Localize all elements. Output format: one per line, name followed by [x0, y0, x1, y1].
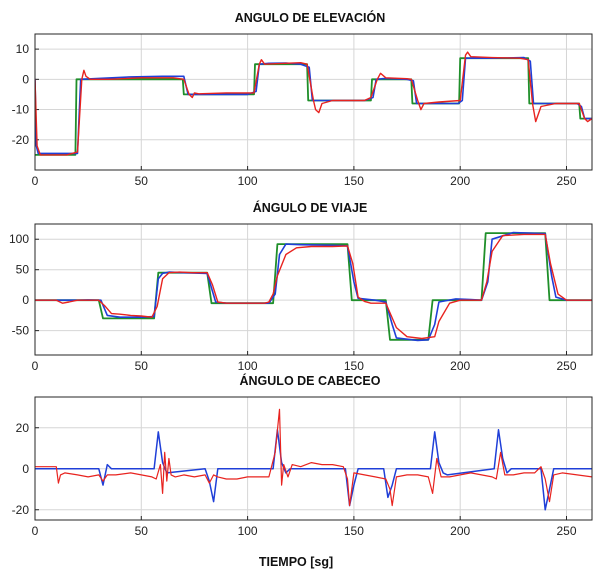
travel-x-tick-label: 250 — [556, 359, 576, 373]
travel-series-line-3 — [35, 233, 592, 340]
pitch-plot-area — [34, 396, 593, 521]
travel-x-tick-label: 100 — [238, 359, 258, 373]
pitch-y-tick-label: 20 — [16, 421, 30, 435]
elevation-x-tick-label: 250 — [556, 174, 576, 188]
pitch-y-tick-label: 0 — [22, 462, 29, 476]
pitch-y-tick-label: -20 — [12, 503, 30, 517]
pitch-series-line-1 — [35, 429, 592, 511]
travel-x-tick-label: 0 — [32, 359, 39, 373]
travel-y-tick-label: -50 — [12, 324, 30, 338]
elevation-y-tick-label: 0 — [22, 72, 29, 86]
elevation-chart: 0 50 100 150 200 250 -20 -10 0 10 — [12, 33, 593, 188]
pitch-x-tick-label: 200 — [450, 524, 470, 538]
pitch-series-line-2 — [35, 408, 592, 507]
elevation-y-tick-label: -20 — [12, 133, 30, 147]
elevation-x-tick-label: 100 — [238, 174, 258, 188]
elevation-y-tick-label: -10 — [12, 103, 30, 117]
travel-y-tick-label: 0 — [22, 293, 29, 307]
elevation-x-tick-label: 0 — [32, 174, 39, 188]
travel-y-tick-label: 100 — [9, 232, 29, 246]
travel-plot-border — [34, 223, 593, 356]
elevation-x-tick-label: 150 — [344, 174, 364, 188]
elevation-y-tick-label: 10 — [16, 42, 30, 56]
pitch-chart-title: ÁNGULO DE CABECEO — [240, 373, 381, 388]
travel-chart: 0 50 100 150 200 250 -50 0 50 100 — [9, 223, 593, 373]
elevation-plot-border — [34, 33, 593, 171]
elevation-series-line-1 — [35, 57, 592, 156]
pitch-x-tick-label: 150 — [344, 524, 364, 538]
elevation-series-line-3 — [35, 51, 592, 156]
pitch-x-tick-label: 0 — [32, 524, 39, 538]
travel-y-tick-label: 50 — [16, 263, 30, 277]
pitch-x-tick-label: 250 — [556, 524, 576, 538]
x-axis-label: TIEMPO [sg] — [259, 555, 333, 569]
travel-x-tick-label: 200 — [450, 359, 470, 373]
elevation-x-tick-label: 200 — [450, 174, 470, 188]
elevation-x-tick-label: 50 — [135, 174, 149, 188]
pitch-plot-border — [34, 396, 593, 521]
pitch-x-tick-label: 100 — [238, 524, 258, 538]
elevation-chart-title: ANGULO DE ELEVACIÓN — [235, 10, 385, 25]
travel-x-tick-label: 150 — [344, 359, 364, 373]
travel-x-tick-label: 50 — [135, 359, 149, 373]
pitch-x-tick-label: 50 — [135, 524, 149, 538]
travel-chart-title: ÁNGULO DE VIAJE — [253, 200, 368, 215]
